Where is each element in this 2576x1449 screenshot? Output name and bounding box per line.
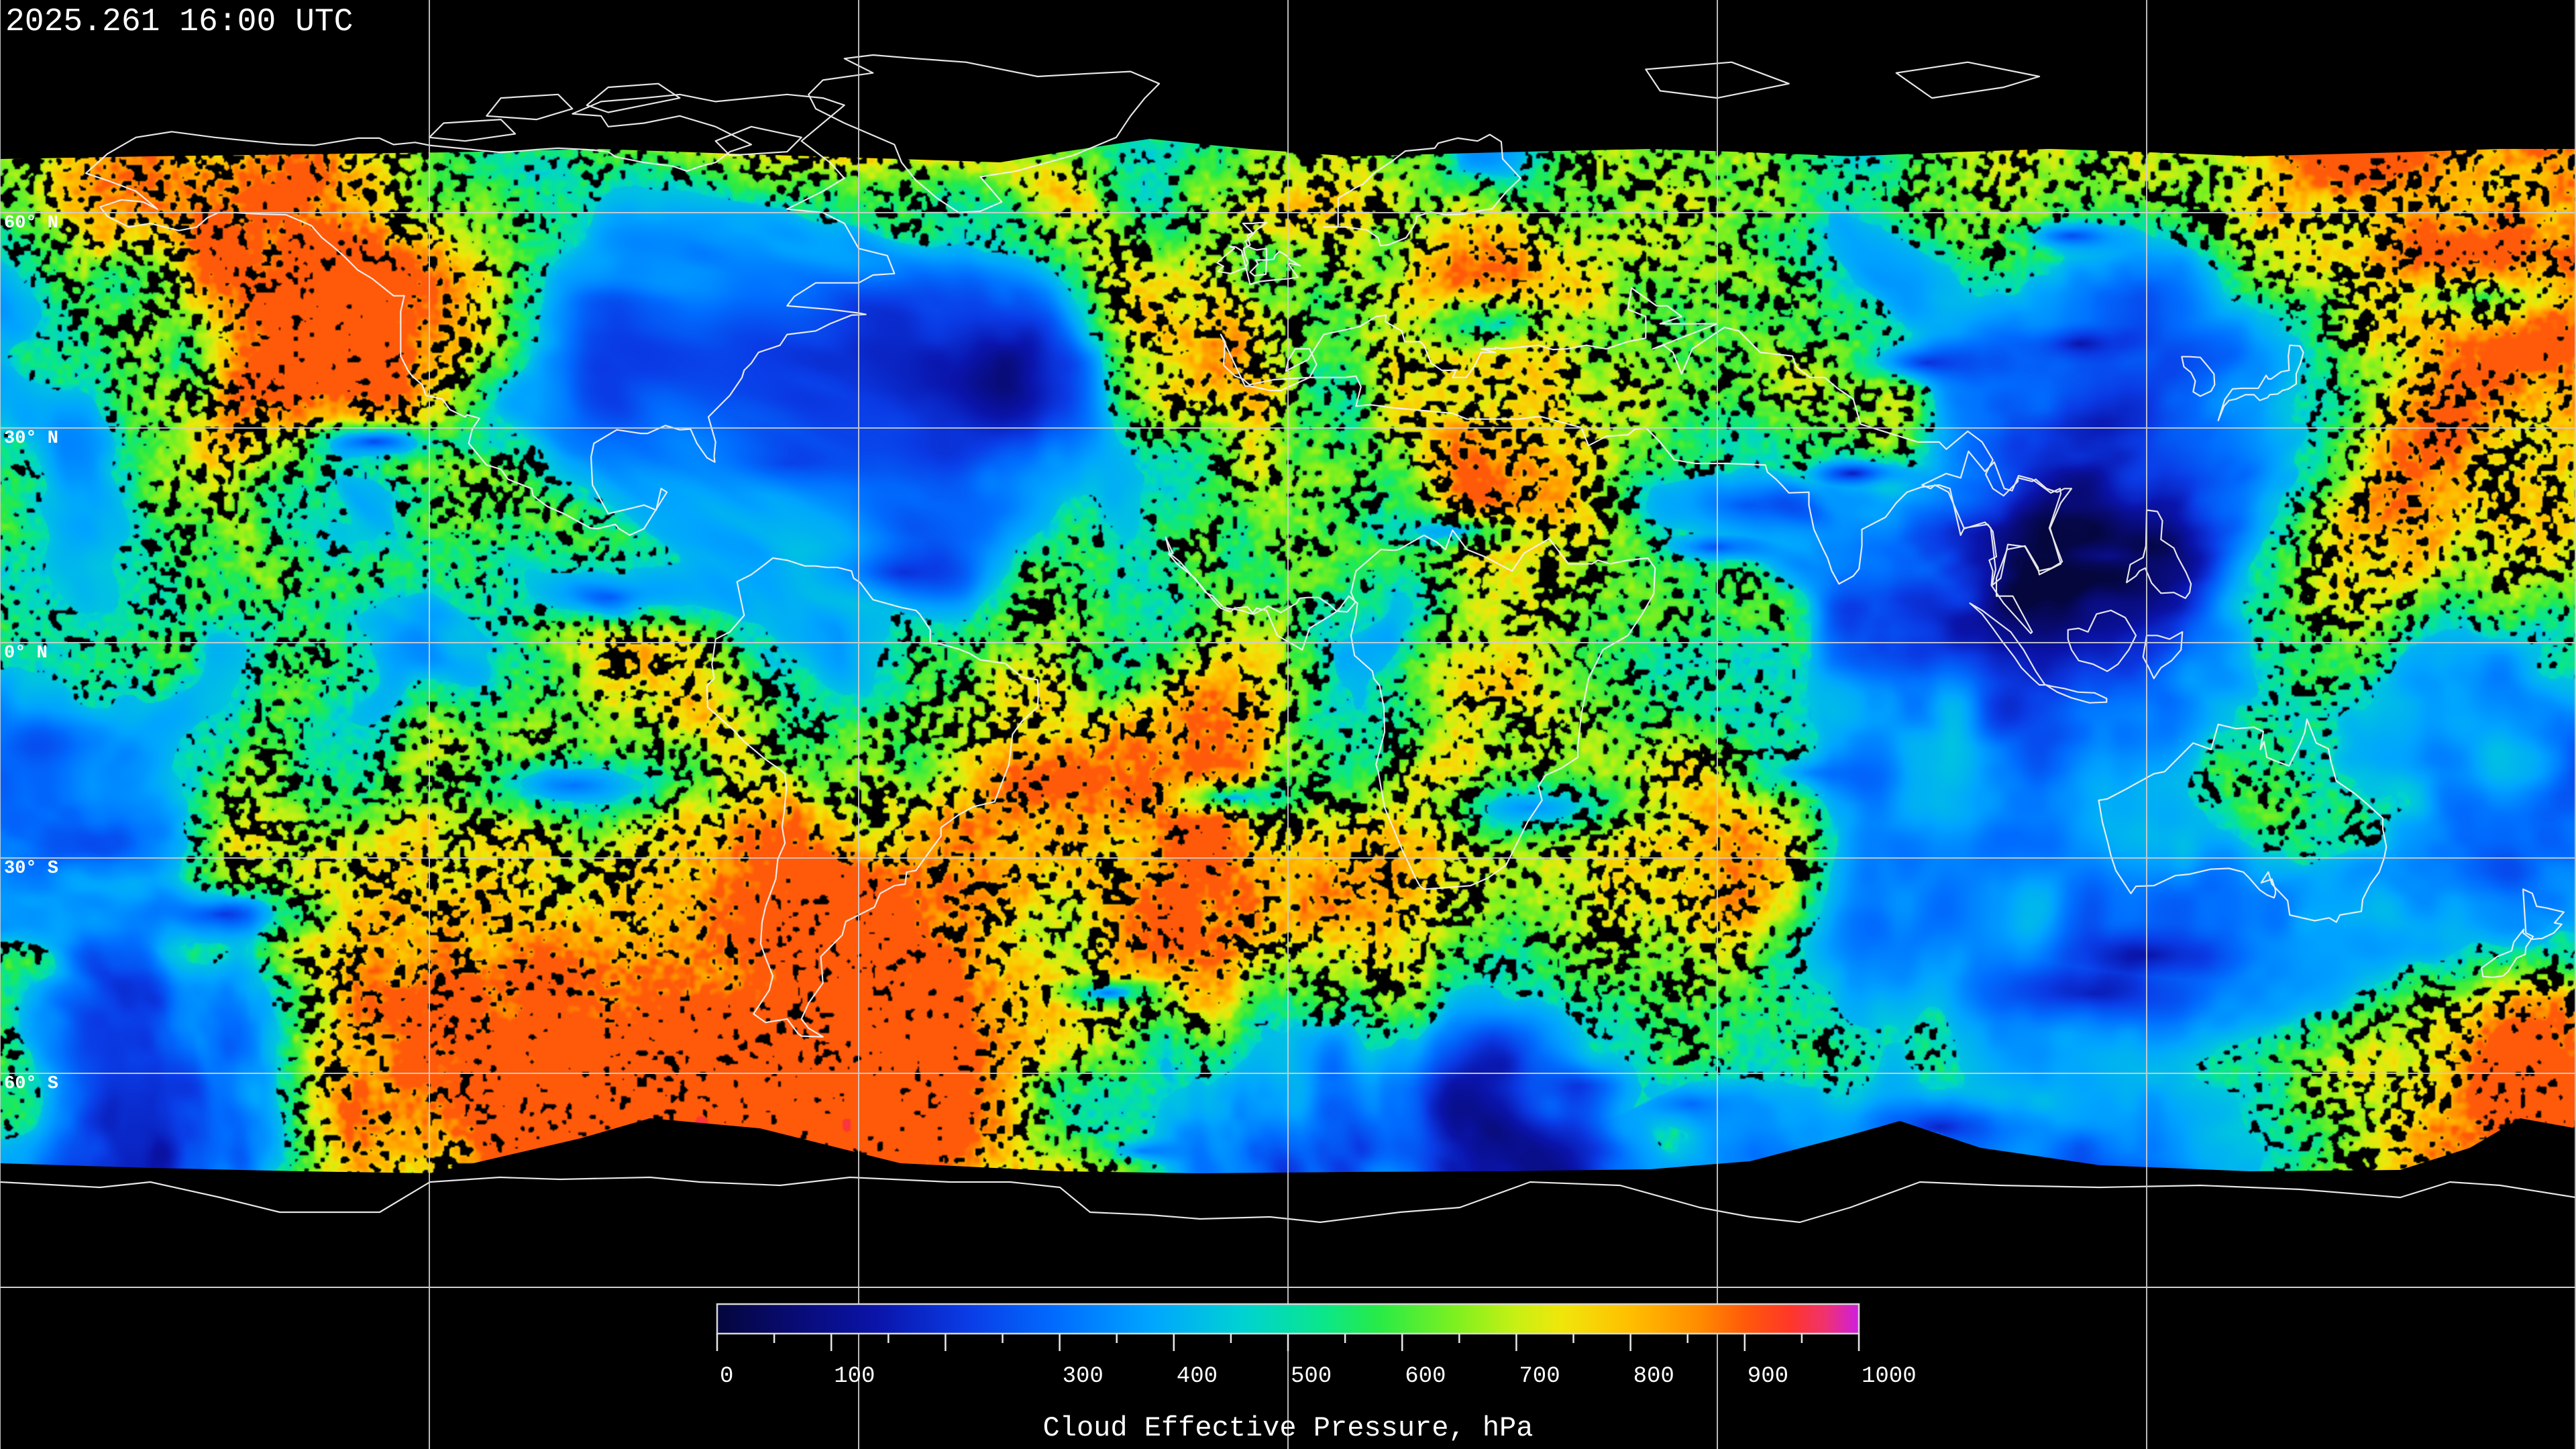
- svg-text:100: 100: [834, 1364, 875, 1389]
- svg-text:700: 700: [1519, 1364, 1560, 1389]
- svg-text:Cloud Effective Pressure, hPa: Cloud Effective Pressure, hPa: [1043, 1412, 1534, 1444]
- svg-text:2025.261 16:00 UTC: 2025.261 16:00 UTC: [5, 4, 353, 40]
- svg-text:600: 600: [1405, 1364, 1446, 1389]
- svg-text:60° S: 60° S: [4, 1074, 58, 1094]
- svg-text:500: 500: [1291, 1364, 1332, 1389]
- svg-text:30° N: 30° N: [4, 429, 58, 449]
- svg-text:1000: 1000: [1862, 1364, 1917, 1389]
- svg-text:800: 800: [1633, 1364, 1674, 1389]
- svg-text:0° N: 0° N: [4, 643, 48, 663]
- svg-text:900: 900: [1748, 1364, 1788, 1389]
- svg-text:30° S: 30° S: [4, 859, 58, 879]
- svg-text:300: 300: [1063, 1364, 1104, 1389]
- svg-text:60° N: 60° N: [4, 213, 58, 233]
- svg-text:0: 0: [720, 1364, 733, 1389]
- svg-text:400: 400: [1177, 1364, 1218, 1389]
